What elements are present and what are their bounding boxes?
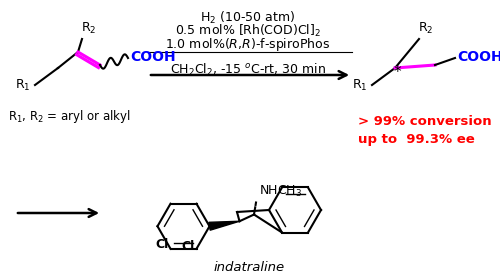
Text: R$_1$: R$_1$ [352,78,368,93]
Text: Cl: Cl [155,238,168,251]
Text: > 99% conversion: > 99% conversion [358,115,492,128]
Text: *: * [393,66,401,81]
Text: H$_2$ (10-50 atm): H$_2$ (10-50 atm) [200,10,296,26]
Text: R$_2$: R$_2$ [418,21,434,36]
Text: COOH: COOH [130,50,176,64]
Text: NHCH$_3$: NHCH$_3$ [259,183,302,198]
Text: Cl: Cl [181,240,194,253]
Text: COOH: COOH [457,50,500,64]
Text: CH$_2$Cl$_2$, -15 $^o$C-rt, 30 min: CH$_2$Cl$_2$, -15 $^o$C-rt, 30 min [170,62,326,78]
Text: 0.5 mol% [Rh(COD)Cl]$_2$: 0.5 mol% [Rh(COD)Cl]$_2$ [175,23,321,39]
Text: indatraline: indatraline [214,261,285,274]
Text: R$_1$: R$_1$ [16,78,31,93]
Polygon shape [209,221,240,230]
Text: 1.0 mol%($R$,$R$)-f-spiroPhos: 1.0 mol%($R$,$R$)-f-spiroPhos [166,36,330,53]
Text: R$_2$: R$_2$ [81,21,96,36]
Text: up to  99.3% ee: up to 99.3% ee [358,133,475,146]
Text: R$_1$, R$_2$ = aryl or alkyl: R$_1$, R$_2$ = aryl or alkyl [8,108,130,125]
